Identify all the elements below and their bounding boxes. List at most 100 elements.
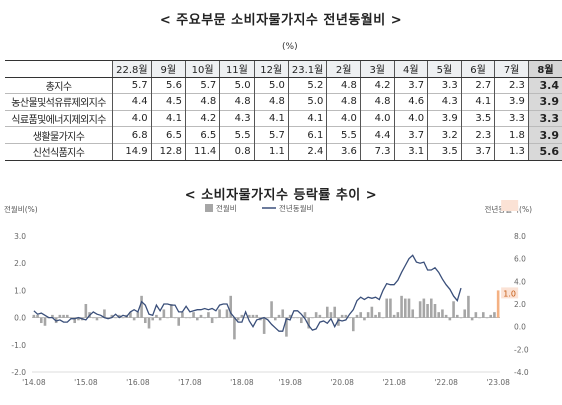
table-cell: 4.0 [326,109,361,127]
x-tick-label: '19.08 [278,378,302,387]
table-cell: 4.1 [460,93,495,111]
table-title: < 주요부문 소비자물가지수 전년동월비 > [159,13,403,28]
table-cell: 4.3 [219,109,255,127]
mom-bar [385,298,389,318]
mom-bar [348,317,351,319]
table-cell: 3.3 [527,109,562,127]
mom-bar [444,314,448,318]
mom-bar [329,312,333,318]
table-cell: 5.0 [219,76,255,94]
table-cell: 12.8 [150,142,186,161]
mom-bar [244,317,247,319]
mom-bar [240,314,244,318]
table-cell: 6.8 [112,126,152,144]
mom-bar [262,317,266,334]
mom-bar [184,317,188,319]
mom-bar [344,314,348,318]
table-row: 생활물가지수 6.8 6.5 6.5 5.5 5.7 6.1 5.5 4.4 3.7 3.2 2.3 1… [5,126,562,144]
mom-bar [177,317,181,326]
mom-bar [255,314,259,318]
mom-bar [418,301,422,318]
mom-bar [277,314,281,318]
mom-bar [247,314,251,318]
mom-bar [355,314,359,318]
table-cell: 4.1 [287,109,327,127]
left-tick-label: 1.0 [14,286,26,295]
mom-bar [236,317,240,321]
table-cell: 3.6 [326,142,361,161]
legend-swatch-mom [205,204,213,212]
right-tick-label: 0.0 [514,323,526,332]
table-body: 총지수 5.7 5.6 5.7 5.0 5.0 5.2 4.8 4.2 3.7 3.3 2.7 2.3 3… [5,76,562,161]
mom-bar [496,290,500,318]
table-cell: 3.9 [494,93,529,111]
table-cell: 14.9 [112,142,152,161]
mom-bar [169,304,173,318]
mom-bar [285,317,288,337]
table-cell: 4.0 [393,109,428,127]
table-cell: 5.5 [219,126,255,144]
table-cell: 3.5 [460,109,495,127]
mom-bar [155,314,158,318]
table-cell: 5.7 [253,126,289,144]
table-cell: 6.5 [150,126,186,144]
mom-annotation-label: 1.0 [503,289,516,298]
mom-bar [114,317,117,319]
mom-bar [470,317,474,321]
table-cell: 2.3 [494,76,529,94]
month-header: 4월 [393,60,428,78]
mom-bar [493,312,496,318]
x-tick-label: '18.08 [230,378,254,387]
mom-bar [363,317,366,321]
table-cell: 1.3 [494,142,529,161]
table-cell: 1.1 [253,142,289,161]
month-header: 5월 [427,60,462,78]
table-cell: 3.9 [527,93,562,111]
mom-bar [199,314,203,318]
mom-bar [392,314,396,318]
right-tick-label: 4.0 [514,277,526,286]
mom-bar [359,312,363,318]
mom-bar [181,312,184,318]
table-unit: (%) [282,42,298,52]
mom-bar [162,309,166,318]
table-cell: 5.6 [527,142,562,161]
mom-bar [225,309,229,318]
left-tick-label: -1.0 [11,341,26,350]
table-cell: 4.8 [326,76,361,94]
mom-bar [65,314,69,318]
mom-bar [32,314,36,318]
mom-bar [433,304,437,318]
row-label: 농산물및석유류제외지수 [5,93,113,111]
mom-bar [129,312,132,318]
month-header: 6월 [460,60,495,78]
x-tick-label: '21.08 [382,378,406,387]
mom-bar [207,312,210,318]
mom-bar [307,317,311,329]
month-header: 11월 [219,60,255,78]
table-cell: 5.2 [287,76,327,94]
mom-bar [173,317,177,319]
mom-bar [62,314,65,318]
table-row: 총지수 5.7 5.6 5.7 5.0 5.0 5.2 4.8 4.2 3.7 3.3 2.7 2.3 3… [5,76,562,94]
table-cell: 3.2 [427,126,462,144]
mom-bar [396,312,400,318]
table-header-row: 22.8월 9월 10월 11월 12월 23.1월 2월 3월 4월 5월 6월 7월 8월 [5,60,562,78]
table-corner-cell [5,60,113,78]
mom-bar [377,312,381,318]
table-cell: 4.0 [359,109,395,127]
mom-bar [58,314,62,318]
yoy-annotation-label: 3.4 [503,200,516,202]
table-cell: 4.1 [150,109,186,127]
table-cell: 4.8 [184,93,220,111]
table-cell: 3.9 [427,109,462,127]
mom-bar [288,314,292,318]
table-cell: 4.3 [427,93,462,111]
table-row: 농산물및석유류제외지수 4.4 4.5 4.8 4.8 4.8 5.0 4.8 4.8 4.6 4.… [5,93,562,111]
mom-bar [437,312,441,318]
mom-bar [147,317,151,329]
mom-bar [459,317,463,319]
mom-bar [489,314,493,318]
mom-bar [266,317,270,319]
table-cell: 3.3 [494,109,529,127]
